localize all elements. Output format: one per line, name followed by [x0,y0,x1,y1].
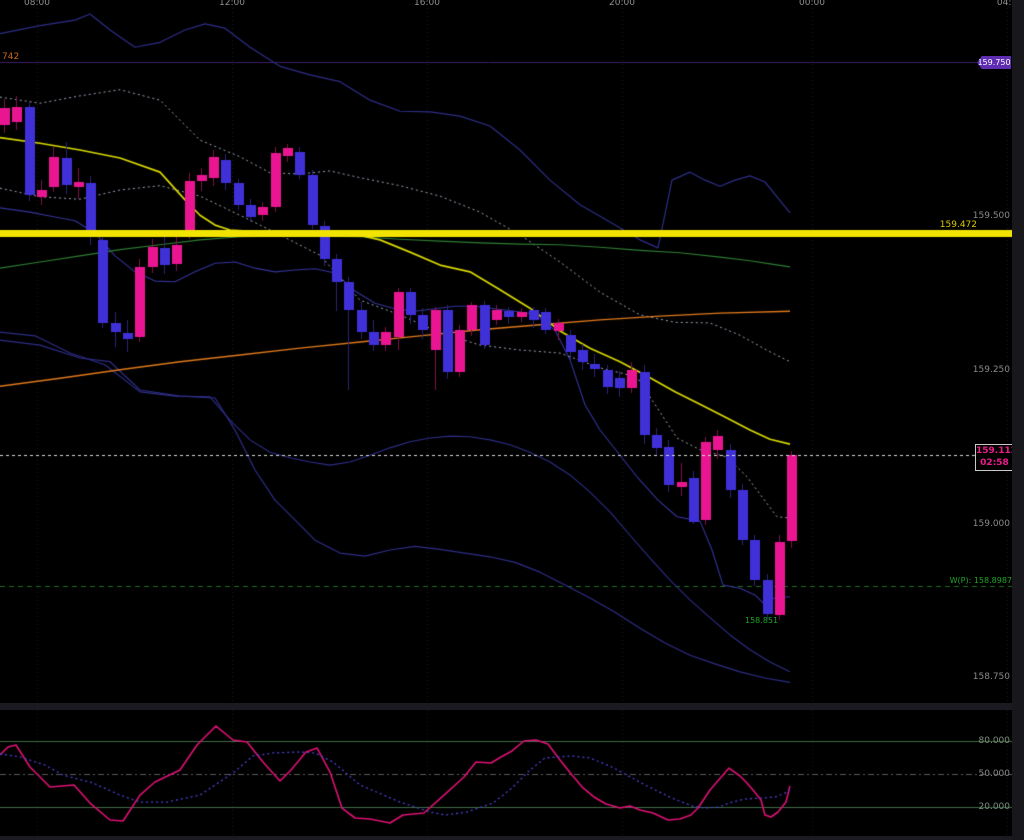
time-label: 12:00 [219,0,245,8]
oscillator-level-label: 80.000 [978,736,1011,746]
session-low-label: 158.851 [745,616,779,625]
bottom-edge-strip [0,836,1012,840]
right-edge-strip [1012,0,1024,840]
time-label: 16:00 [414,0,440,8]
price-level-badge-text: 159.750 [977,58,1011,67]
last-price-box: 159.112 02:58 [975,444,1017,471]
price-label: 159.250 [972,364,1010,375]
time-label: 08:00 [24,0,50,8]
oscillator-level-label: 20.000 [978,802,1011,813]
last-price-value: 159.112 [976,446,1017,456]
time-label: 04:0 [996,0,1018,8]
price-label: 159.500 [972,210,1010,221]
panel-divider[interactable] [0,703,1012,710]
left-axis-partial-label: 742 [2,52,20,62]
bar-countdown: 02:58 [980,458,1009,468]
oscillator-level-label: 50.000 [978,769,1011,780]
weekly-pivot-label: W(P): 158.8987 [949,576,1012,585]
time-label: 20:00 [609,0,635,8]
yellow-level-label: 159.472 [939,220,977,230]
price-label: 158.750 [972,672,1010,683]
price-label: 159.000 [972,518,1010,529]
time-label: 00:00 [799,0,825,8]
price-level-badge: 159.750 [977,56,1011,69]
